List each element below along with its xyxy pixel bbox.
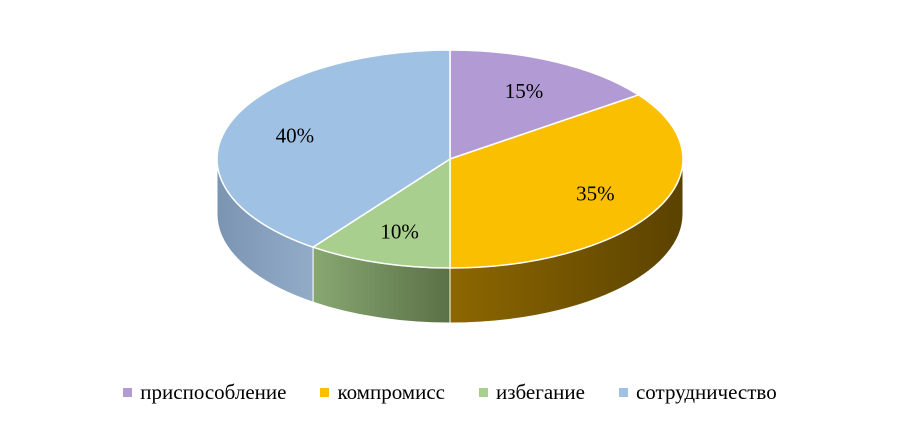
data-labels: 15% 35% 10% 40% (276, 79, 615, 244)
data-label-3: 40% (276, 123, 315, 147)
legend-item: компромисс (320, 380, 445, 405)
legend-swatch (320, 388, 330, 397)
legend-label: приспособление (140, 380, 287, 404)
legend-item: сотрудничество (618, 380, 777, 405)
legend-swatch (123, 388, 133, 397)
legend-swatch (478, 388, 488, 397)
legend: приспособление компромисс избегание сотрудн… (0, 380, 900, 405)
pie-chart: 15% 35% 10% 40% (216, 49, 684, 324)
data-label-1: 35% (576, 182, 615, 206)
data-label-2: 10% (380, 220, 419, 244)
pie-slices (216, 49, 684, 269)
pie-slice-0 (449, 49, 641, 161)
pie-sides (216, 158, 684, 324)
legend-item: избегание (478, 380, 585, 405)
pie-slice-1 (449, 94, 684, 269)
legend-label: компромисс (337, 380, 445, 404)
legend-label: сотрудничество (635, 380, 777, 404)
legend-label: избегание (495, 380, 585, 404)
data-label-0: 15% (505, 79, 544, 103)
legend-swatch (618, 388, 628, 397)
pie-slice-3 (216, 49, 451, 249)
legend-item: приспособление (123, 380, 286, 405)
pie-slice-2 (311, 157, 451, 269)
